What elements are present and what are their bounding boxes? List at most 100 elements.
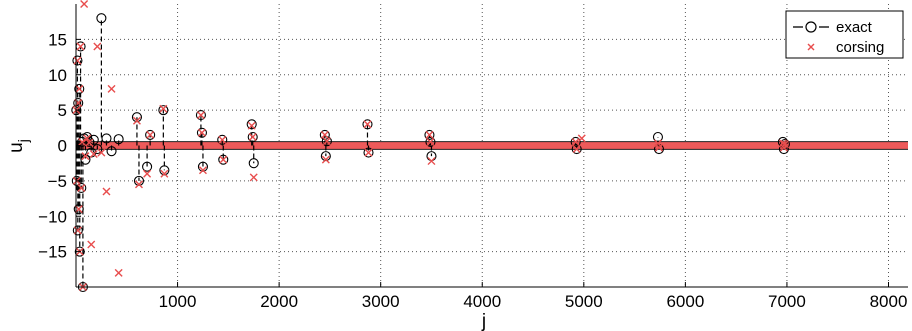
x-axis-label: j	[481, 311, 486, 331]
exact-point-22	[113, 134, 124, 145]
corsing-point-43	[426, 137, 435, 146]
x-tick-label-1: 2000	[260, 292, 298, 311]
exact-point-15	[84, 136, 95, 148]
x-tick-label-7: 8000	[870, 292, 908, 311]
y-axis-label: uj	[6, 139, 31, 153]
exact-point-27	[158, 105, 169, 116]
corsing-point-32	[218, 135, 227, 144]
y-axis-label-main: u	[6, 142, 27, 153]
corsing-point-3	[73, 226, 82, 235]
corsing-point-45	[571, 137, 580, 146]
corsing-point-26	[146, 130, 155, 139]
corsing-point-18	[93, 42, 102, 51]
exact-point-3	[72, 225, 83, 236]
exact-point-2	[72, 55, 83, 66]
corsing-point-20	[102, 187, 111, 196]
x-tick-label-0: 1000	[159, 292, 197, 311]
corsing-point-8	[76, 42, 85, 51]
exact-point-35	[247, 131, 258, 143]
exact-point-46	[571, 143, 582, 155]
corsing-point-21	[107, 84, 116, 93]
y-tick-label-4: 5	[58, 101, 67, 120]
x-tick-label-2: 3000	[362, 292, 400, 311]
corsing-point-12	[80, 0, 89, 8]
corsing-point-9	[77, 183, 86, 192]
exact-point-45	[570, 136, 581, 148]
zero-band-fill	[76, 141, 908, 150]
legend-corsing-label: corsing	[836, 39, 884, 56]
exact-point-20	[101, 133, 112, 144]
x-tick-label-6: 7000	[768, 292, 806, 311]
exact-point-19	[96, 13, 107, 24]
corsing-point-29	[196, 111, 205, 120]
corsing-point-37	[320, 130, 329, 139]
corsing-point-25	[143, 169, 152, 178]
exact-point-34	[246, 119, 257, 130]
corsing-point-24	[134, 180, 143, 189]
x-tick-label-4: 5000	[565, 292, 603, 311]
svg-text:uj: uj	[6, 139, 31, 153]
corsing-point-15	[85, 138, 94, 147]
exact-point-36	[248, 158, 259, 169]
corsing-point-17	[89, 149, 98, 158]
exact-point-21	[106, 146, 117, 157]
corsing-point-2	[73, 56, 82, 65]
y-tick-label-3: 0	[58, 137, 67, 156]
corsing-point-41	[364, 148, 373, 157]
corsing-point-33	[219, 155, 228, 164]
corsing-point-52	[780, 140, 789, 149]
exact-point-47	[652, 131, 664, 143]
exact-point-9	[76, 182, 87, 193]
corsing-point-36	[249, 173, 258, 182]
y-axis-ticks: −15 −10 −5 0 5 10 15	[38, 30, 81, 262]
corsing-point-46	[572, 145, 581, 154]
corsing-point-39	[322, 137, 331, 146]
corsing-point-31	[198, 166, 207, 175]
exact-point-33	[218, 154, 229, 165]
y-tick-label-0: −15	[38, 243, 67, 262]
corsing-point-10	[78, 137, 87, 146]
series-corsing	[72, 0, 789, 291]
exact-point-6	[74, 83, 85, 94]
corsing-point-35	[248, 133, 257, 142]
corsing-point-13	[81, 152, 90, 161]
corsing-point-47	[577, 134, 586, 143]
corsing-point-38	[321, 155, 330, 164]
exact-point-30	[196, 127, 207, 138]
exact-point-40	[362, 119, 373, 130]
y-axis-label-subscript: j	[15, 139, 31, 143]
legend-entry-corsing: corsing	[807, 39, 884, 56]
corsing-point-28	[160, 169, 169, 178]
legend-entry-exact: exact	[793, 19, 873, 36]
exact-point-25	[142, 161, 153, 172]
exact-point-26	[145, 129, 156, 140]
y-tick-label-6: 15	[48, 30, 67, 49]
exact-point-18	[92, 143, 103, 155]
corsing-point-42	[425, 130, 434, 139]
legend-exact-marker	[805, 21, 817, 33]
corsing-point-22	[114, 268, 123, 277]
x-axis-ticks: 1000 2000 3000 4000 5000 6000 7000 8000	[159, 282, 908, 311]
corsing-point-49	[654, 143, 663, 152]
exact-point-32	[217, 134, 228, 145]
corsing-point-23	[132, 116, 141, 125]
corsing-point-30	[197, 128, 206, 137]
dense-zero-band	[76, 141, 908, 150]
exact-point-7	[74, 246, 85, 257]
corsing-point-14	[83, 134, 92, 143]
legend: exact corsing	[785, 10, 904, 59]
corsing-point-34	[247, 121, 256, 130]
exact-point-43	[425, 136, 436, 148]
x-tick-label-5: 6000	[666, 292, 704, 311]
corsing-point-16	[87, 240, 96, 249]
corsing-point-40	[363, 120, 372, 129]
exact-point-42	[424, 129, 435, 140]
corsing-point-27	[159, 104, 168, 113]
corsing-point-44	[427, 157, 436, 166]
exact-point-1	[71, 175, 82, 186]
exact-point-29	[195, 110, 206, 121]
exact-point-5	[73, 204, 84, 215]
y-tick-label-5: 10	[48, 66, 67, 85]
legend-exact-label: exact	[836, 19, 873, 36]
